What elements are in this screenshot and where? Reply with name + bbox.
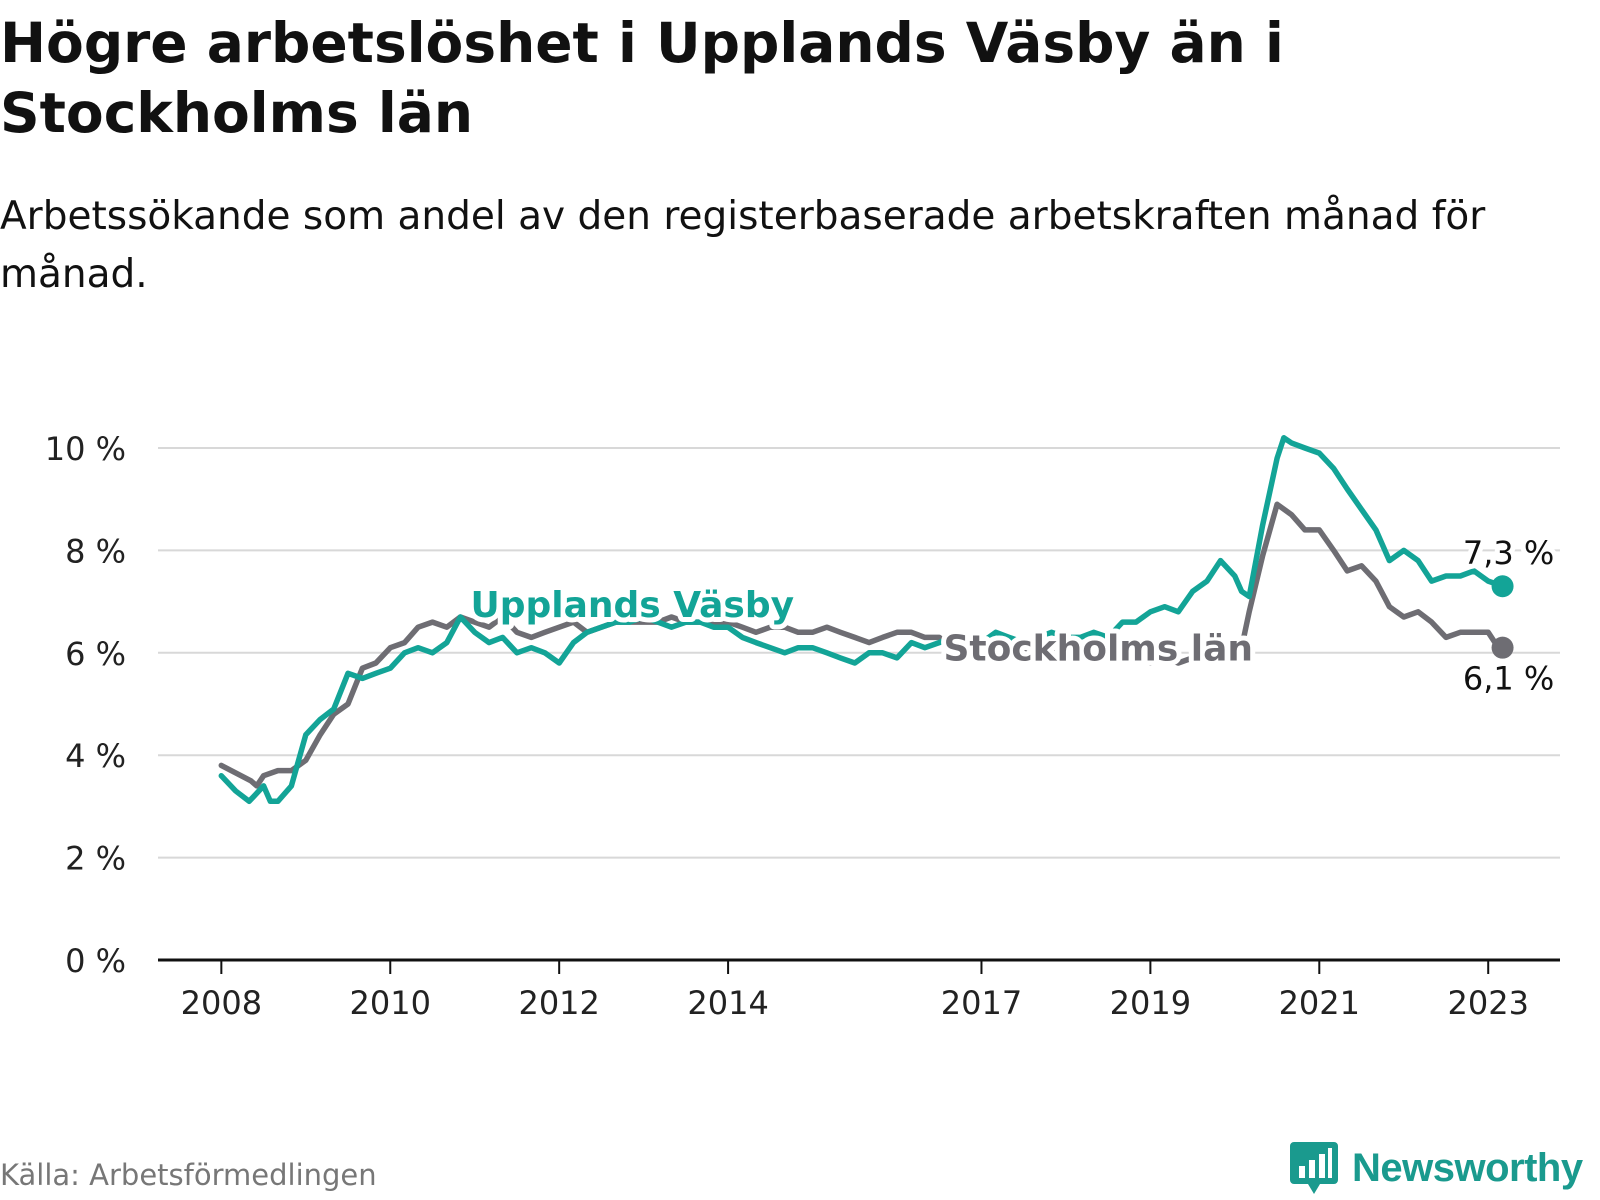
x-tick-label: 2008 (181, 984, 262, 1022)
end-point-marker (1491, 636, 1514, 659)
chart-subtitle: Arbetssökande som andel av den registerb… (0, 194, 1486, 297)
series-line-stockholms-lan (218, 501, 1506, 789)
series-lines (218, 435, 1514, 805)
y-tick-label: 4 % (65, 737, 126, 775)
source-note: Källa: Arbetsförmedlingen (0, 1158, 377, 1192)
y-tick-label: 2 % (65, 840, 126, 878)
newsworthy-logo-icon (1290, 1142, 1338, 1194)
x-tick-label: 2014 (687, 984, 768, 1022)
series-label-upplands-vasby: Upplands Väsby (470, 585, 794, 626)
end-value-stockholms-lan: 6,1 % (1463, 660, 1554, 698)
y-tick-label: 8 % (65, 532, 126, 570)
x-tick-label: 2017 (941, 984, 1022, 1022)
y-axis-ticks: 0 % 2 % 4 % 6 % 8 % 10 % (45, 430, 126, 980)
x-tick-label: 2023 (1447, 984, 1528, 1022)
brand-name: Newsworthy (1352, 1145, 1583, 1190)
series-labels: Upplands Väsby Stockholms län 7,3 % 6,1 % (465, 529, 1559, 702)
x-axis: 2008 2010 2012 2014 2017 2019 2021 2023 (158, 958, 1560, 1022)
line-chart: 0 % 2 % 4 % 6 % 8 % 10 % 2008 2010 2012 2014 2017… (45, 430, 1560, 1022)
x-tick-label: 2012 (518, 984, 599, 1022)
x-tick-label: 2010 (350, 984, 431, 1022)
y-tick-label: 10 % (45, 430, 126, 468)
x-tick-label: 2019 (1110, 984, 1191, 1022)
grid-lines (158, 447, 1560, 859)
y-tick-label: 6 % (65, 635, 126, 673)
end-point-marker (1491, 575, 1514, 598)
end-value-upplands-vasby: 7,3 % (1463, 534, 1554, 572)
series-label-stockholms-lan: Stockholms län (943, 628, 1253, 669)
x-tick-label: 2021 (1279, 984, 1360, 1022)
chart-title: Högre arbetslöshet i Upplands Väsby än i… (0, 11, 1284, 145)
brand-logo[interactable]: Newsworthy (1290, 1140, 1583, 1196)
y-tick-label: 0 % (65, 942, 126, 980)
series-line-upplands-vasby (218, 435, 1506, 805)
